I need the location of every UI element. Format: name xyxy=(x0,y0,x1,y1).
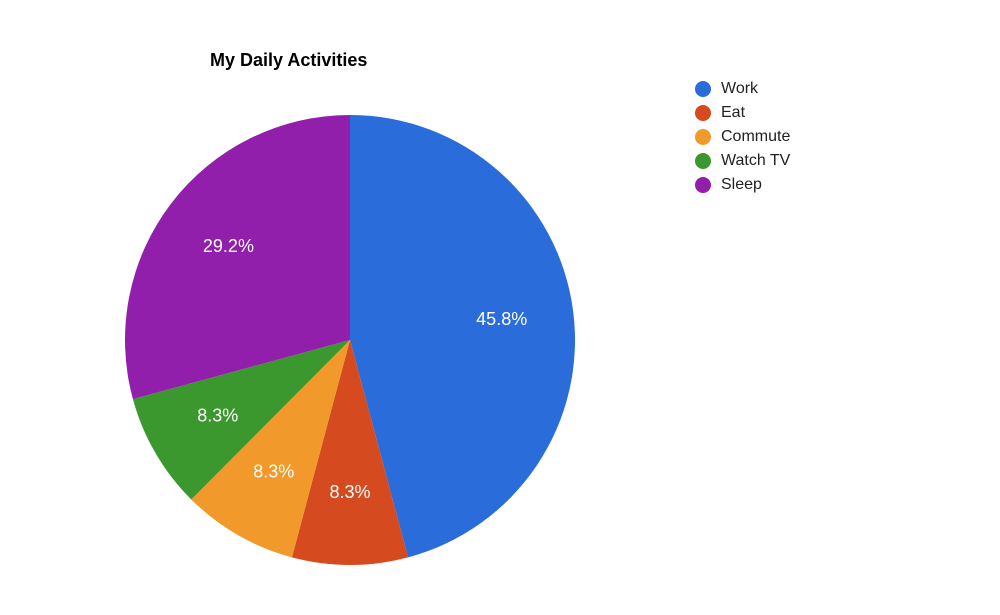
slice-label-eat: 8.3% xyxy=(329,482,370,502)
legend: Work Eat Commute Watch TV Sleep xyxy=(695,80,790,200)
legend-item-eat: Eat xyxy=(695,104,790,122)
slice-label-watch-tv: 8.3% xyxy=(197,406,238,426)
legend-swatch-icon xyxy=(695,81,711,97)
slice-label-commute: 8.3% xyxy=(253,461,294,481)
legend-item-work: Work xyxy=(695,80,790,98)
legend-label: Commute xyxy=(721,128,790,146)
slice-label-work: 45.8% xyxy=(476,309,527,329)
legend-swatch-icon xyxy=(695,105,711,121)
chart-title: My Daily Activities xyxy=(210,50,367,71)
legend-item-watch-tv: Watch TV xyxy=(695,152,790,170)
pie-svg: 45.8% 8.3% 8.3% 8.3% 29.2% xyxy=(125,115,575,565)
chart-container: My Daily Activities 45.8% 8.3% 8.3% 8.3% 29.… xyxy=(0,0,1000,615)
legend-item-sleep: Sleep xyxy=(695,176,790,194)
legend-swatch-icon xyxy=(695,177,711,193)
legend-item-commute: Commute xyxy=(695,128,790,146)
legend-label: Watch TV xyxy=(721,152,790,170)
legend-swatch-icon xyxy=(695,153,711,169)
legend-label: Sleep xyxy=(721,176,762,194)
slice-label-sleep: 29.2% xyxy=(203,236,254,256)
pie-chart: 45.8% 8.3% 8.3% 8.3% 29.2% xyxy=(125,115,575,570)
legend-swatch-icon xyxy=(695,129,711,145)
legend-label: Eat xyxy=(721,104,745,122)
legend-label: Work xyxy=(721,80,758,98)
